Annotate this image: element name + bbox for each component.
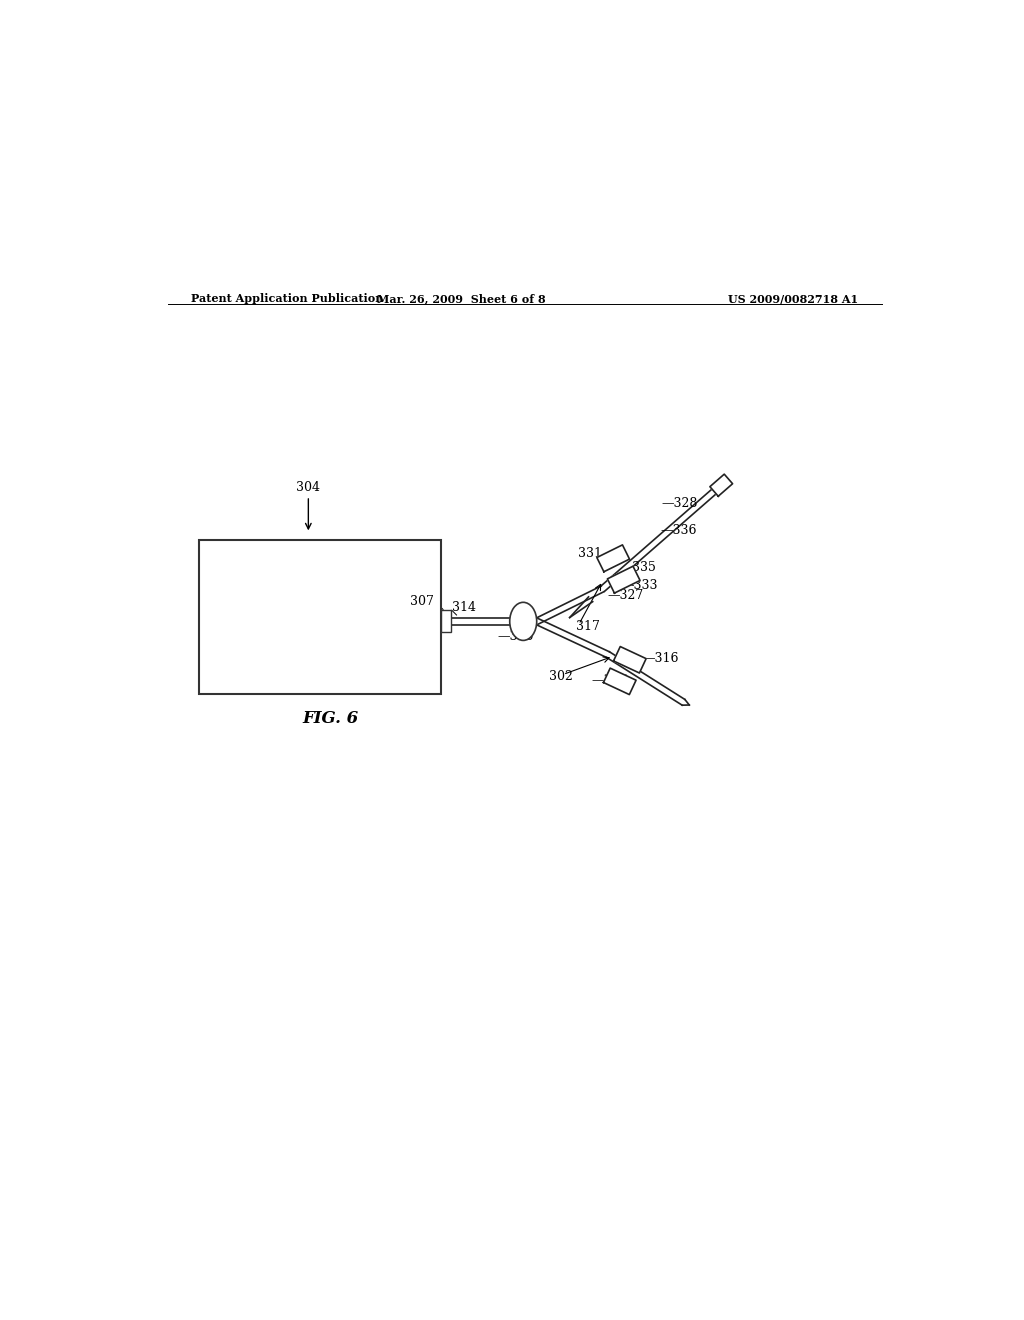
Text: —316: —316 <box>642 652 679 665</box>
Bar <box>200 540 441 694</box>
Text: Patent Application Publication: Patent Application Publication <box>191 293 384 305</box>
Polygon shape <box>607 566 640 593</box>
Text: 317: 317 <box>575 620 599 634</box>
Polygon shape <box>613 647 646 673</box>
Text: 314: 314 <box>452 602 476 614</box>
Text: —327: —327 <box>607 589 644 602</box>
Polygon shape <box>603 668 636 694</box>
Text: —327: —327 <box>592 675 628 688</box>
Text: FIG. 6: FIG. 6 <box>302 710 358 727</box>
Bar <box>441 610 451 632</box>
Text: Mar. 26, 2009  Sheet 6 of 8: Mar. 26, 2009 Sheet 6 of 8 <box>377 293 546 305</box>
Text: —333: —333 <box>622 579 658 593</box>
Text: 307: 307 <box>410 595 433 609</box>
Polygon shape <box>710 474 732 496</box>
Text: US 2009/0082718 A1: US 2009/0082718 A1 <box>728 293 858 305</box>
Polygon shape <box>597 545 630 572</box>
Text: 335: 335 <box>632 561 655 574</box>
Text: —336: —336 <box>660 524 697 537</box>
Text: —326: —326 <box>497 630 534 643</box>
Ellipse shape <box>510 602 537 640</box>
Text: —328: —328 <box>662 496 697 510</box>
Text: 302: 302 <box>549 671 572 684</box>
Text: 304: 304 <box>296 482 321 495</box>
Text: 331: 331 <box>578 546 602 560</box>
